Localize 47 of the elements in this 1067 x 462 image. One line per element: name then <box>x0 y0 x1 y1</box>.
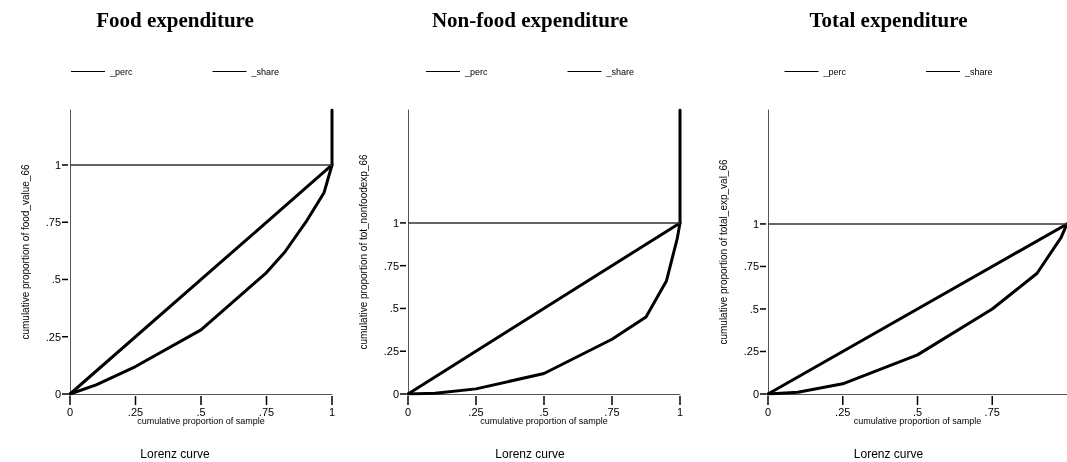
legend-label: _perc <box>108 66 133 77</box>
y-axis-title: cumulative proportion of total_exp_val_66 <box>717 159 729 345</box>
text: Lorenz curve <box>495 447 566 461</box>
y-axis-title: cumulative proportion of food_value_66 <box>19 164 31 340</box>
y-tick-label: .75 <box>45 216 61 229</box>
x-axis-title: cumulative proportion of sample <box>480 415 608 426</box>
x-tick-label: 1 <box>328 405 336 418</box>
x-tick-label: 0 <box>66 405 74 418</box>
legend-label: _share <box>605 66 635 77</box>
y-tick-label: 1 <box>752 217 759 230</box>
x-axis-title: cumulative proportion of sample <box>853 415 982 426</box>
y-tick-label: 0 <box>54 388 61 400</box>
y-tick-label: .75 <box>383 259 399 272</box>
x-axis-title: cumulative proportion of sample <box>137 415 265 426</box>
x-tick-label: .5 <box>196 405 206 418</box>
x-tick-label: .5 <box>539 405 549 418</box>
chart-title: Total expenditure <box>809 7 968 32</box>
x-tick-label: .25 <box>468 405 484 418</box>
y-tick-label: .5 <box>51 273 61 286</box>
x-tick-label: .75 <box>984 405 1000 418</box>
y-tick-label: .75 <box>743 260 759 273</box>
y-tick-label: 1 <box>54 158 61 171</box>
x-tick-label: 0 <box>404 405 412 418</box>
legend-label: _share <box>964 66 993 77</box>
y-tick-label: .25 <box>743 345 759 358</box>
y-axis-title: cumulative proportion of tot_nonfoodexp_66 <box>357 154 369 350</box>
x-tick-label: .75 <box>258 405 275 418</box>
y-tick-label: 0 <box>392 388 399 400</box>
legend-label: _share <box>250 66 280 77</box>
chart-title: Food expenditure <box>96 7 254 32</box>
x-tick-label: 0 <box>764 405 772 418</box>
text: Lorenz curve <box>853 447 924 461</box>
x-tick-label: .5 <box>912 405 923 418</box>
legend-label: _perc <box>822 66 847 77</box>
y-tick-label: .5 <box>389 302 399 315</box>
y-tick-label: .25 <box>383 345 399 358</box>
x-tick-label: 1 <box>676 405 684 418</box>
x-tick-label: .75 <box>604 405 620 418</box>
y-tick-label: .25 <box>45 330 61 343</box>
legend-label: _perc <box>463 66 488 77</box>
y-tick-label: .5 <box>749 302 759 315</box>
y-tick-label: 0 <box>752 388 759 400</box>
chart-title: Non-food expenditure <box>431 7 629 32</box>
x-tick-label: .25 <box>127 405 144 418</box>
y-tick-label: 1 <box>392 216 399 229</box>
text: Lorenz curve <box>140 447 211 461</box>
x-tick-label: .25 <box>835 405 851 418</box>
